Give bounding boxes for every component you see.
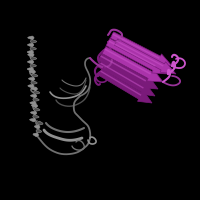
Polygon shape <box>108 40 156 67</box>
Polygon shape <box>28 43 34 47</box>
Polygon shape <box>30 57 37 60</box>
Polygon shape <box>30 64 36 67</box>
Polygon shape <box>36 129 42 133</box>
Polygon shape <box>32 74 38 77</box>
Polygon shape <box>116 40 164 67</box>
Polygon shape <box>98 61 155 96</box>
Polygon shape <box>33 115 39 118</box>
Polygon shape <box>31 87 37 91</box>
Polygon shape <box>100 55 146 82</box>
Polygon shape <box>31 94 37 98</box>
Polygon shape <box>31 81 37 84</box>
Polygon shape <box>28 36 34 40</box>
Polygon shape <box>34 108 40 111</box>
Polygon shape <box>106 38 168 74</box>
Polygon shape <box>30 47 36 50</box>
Polygon shape <box>98 69 152 103</box>
Polygon shape <box>34 91 40 94</box>
Polygon shape <box>98 53 158 89</box>
Polygon shape <box>31 111 37 115</box>
Polygon shape <box>33 98 39 101</box>
Polygon shape <box>29 77 35 81</box>
Polygon shape <box>30 40 37 43</box>
Polygon shape <box>33 133 39 137</box>
Polygon shape <box>27 67 34 71</box>
Polygon shape <box>112 33 160 59</box>
Polygon shape <box>110 32 172 66</box>
Polygon shape <box>31 104 38 108</box>
Polygon shape <box>30 101 36 105</box>
Polygon shape <box>28 53 34 57</box>
Polygon shape <box>34 125 40 129</box>
Polygon shape <box>27 50 34 54</box>
Polygon shape <box>104 48 151 75</box>
Polygon shape <box>100 70 141 96</box>
Polygon shape <box>28 60 34 64</box>
Polygon shape <box>28 84 34 88</box>
Polygon shape <box>37 121 43 125</box>
Polygon shape <box>100 62 144 89</box>
Polygon shape <box>29 70 35 74</box>
Polygon shape <box>114 39 176 74</box>
Polygon shape <box>102 46 163 82</box>
Polygon shape <box>30 118 36 122</box>
